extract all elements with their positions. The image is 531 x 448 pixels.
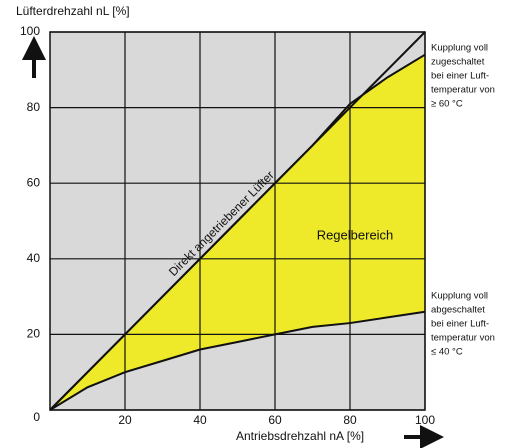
series-label: abgeschaltet bbox=[431, 305, 485, 316]
series-label: ≥ 60 °C bbox=[431, 99, 463, 110]
series-label: temperatur von bbox=[431, 333, 495, 344]
series-line bbox=[49, 310, 426, 411]
x-tick-label: 100 bbox=[415, 413, 435, 427]
x-tick-label: 80 bbox=[343, 413, 357, 427]
y-tick-label: 100 bbox=[20, 24, 40, 38]
y-tick-label: 40 bbox=[27, 251, 41, 265]
x-tick-label: 60 bbox=[268, 413, 282, 427]
y-tick-label: 20 bbox=[27, 327, 41, 341]
y-tick-label: 60 bbox=[27, 175, 41, 189]
series-label: temperatur von bbox=[431, 85, 495, 96]
y-tick-label: 0 bbox=[33, 410, 40, 424]
area-label: Regelbereich bbox=[317, 227, 394, 242]
y-axis-label: Lüfterdrehzahl nL [%] bbox=[16, 4, 130, 18]
series-label: zugeschaltet bbox=[431, 57, 485, 68]
series-label: Kupplung voll bbox=[431, 43, 488, 54]
x-axis-label: Antriebsdrehzahl nA [%] bbox=[236, 429, 364, 443]
control-area bbox=[50, 54, 425, 411]
series-label: ≤ 40 °C bbox=[431, 347, 463, 358]
series-label: bei einer Luft- bbox=[431, 71, 489, 82]
series-label: Kupplung voll bbox=[431, 291, 488, 302]
x-tick-label: 20 bbox=[118, 413, 132, 427]
series-line bbox=[49, 53, 426, 411]
x-tick-label: 40 bbox=[193, 413, 207, 427]
series-label: bei einer Luft- bbox=[431, 319, 489, 330]
y-tick-label: 80 bbox=[27, 100, 41, 114]
plot-border bbox=[49, 31, 426, 411]
